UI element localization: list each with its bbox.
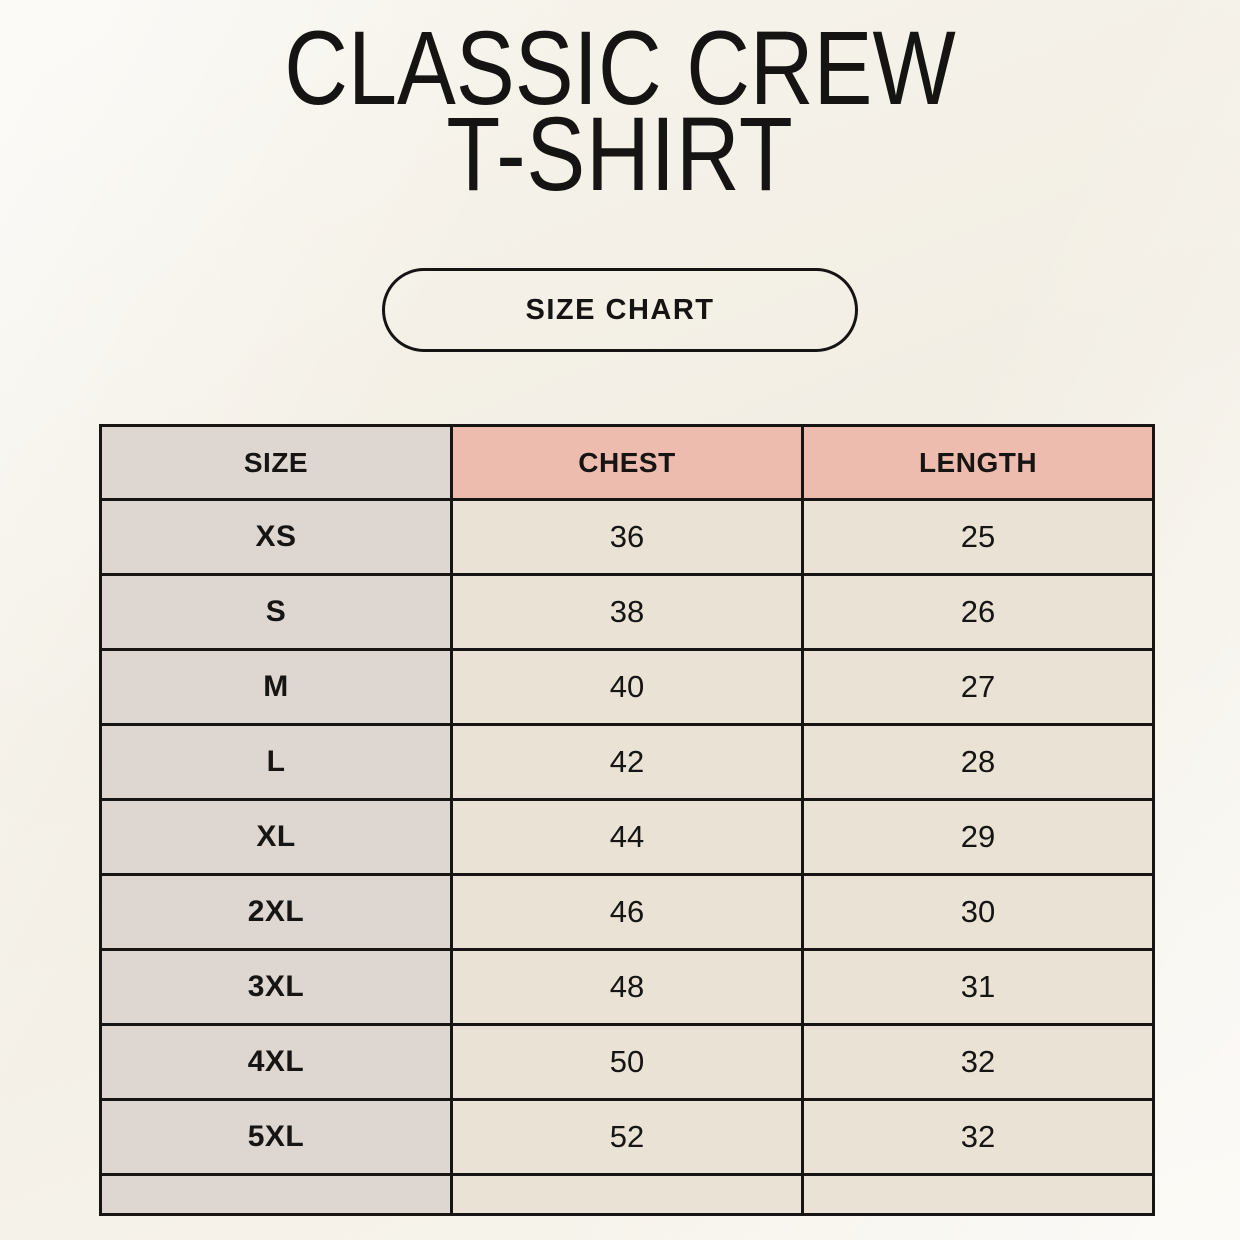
- chest-cell: 50: [450, 1023, 804, 1102]
- length-cell: 31: [801, 948, 1155, 1027]
- chest-cell: 42: [450, 723, 804, 802]
- length-cell: 27: [801, 648, 1155, 727]
- page-title: CLASSIC CREW T-SHIRT: [99, 10, 1141, 214]
- length-cell: 28: [801, 723, 1155, 802]
- size-cell: 4XL: [99, 1023, 453, 1102]
- size-cell: 3XL: [99, 948, 453, 1027]
- chest-cell: 46: [450, 873, 804, 952]
- table-row: L 42 28: [99, 723, 1155, 802]
- size-chart-button[interactable]: SIZE CHART: [382, 268, 858, 353]
- size-cell: [99, 1173, 453, 1217]
- chest-cell: 40: [450, 648, 804, 727]
- table-row: 2XL 46 30: [99, 873, 1155, 952]
- size-cell: XS: [99, 498, 453, 577]
- chest-cell: 48: [450, 948, 804, 1027]
- page-title-line1: CLASSIC CREW: [284, 10, 956, 127]
- table-header-row: SIZE CHEST LENGTH: [99, 424, 1155, 502]
- table-row: 5XL 52 32: [99, 1098, 1155, 1177]
- chest-cell: 52: [450, 1098, 804, 1177]
- size-chart-button-label: SIZE CHART: [525, 293, 715, 326]
- chest-cell: 44: [450, 798, 804, 877]
- table-row: XL 44 29: [99, 798, 1155, 877]
- size-cell: S: [99, 573, 453, 652]
- table-row: 3XL 48 31: [99, 948, 1155, 1027]
- length-cell: 32: [801, 1023, 1155, 1102]
- page-title-line2: T-SHIRT: [446, 96, 794, 214]
- chest-cell: 38: [450, 573, 804, 652]
- length-cell: 25: [801, 498, 1155, 577]
- length-cell: 29: [801, 798, 1155, 877]
- length-cell: 30: [801, 873, 1155, 952]
- chest-cell: [450, 1173, 804, 1217]
- length-cell: 32: [801, 1098, 1155, 1177]
- table-row: 4XL 50 32: [99, 1023, 1155, 1102]
- column-header-size: SIZE: [99, 424, 453, 502]
- chest-cell: 36: [450, 498, 804, 577]
- size-cell: XL: [99, 798, 453, 877]
- length-cell: 26: [801, 573, 1155, 652]
- size-cell: M: [99, 648, 453, 727]
- length-cell: [801, 1173, 1155, 1217]
- table-row: XS 36 25: [99, 498, 1155, 577]
- table-row: S 38 26: [99, 573, 1155, 652]
- column-header-length: LENGTH: [801, 424, 1155, 502]
- table-row-partial: [99, 1173, 1155, 1217]
- size-cell: L: [99, 723, 453, 802]
- column-header-chest: CHEST: [450, 424, 804, 502]
- table-row: M 40 27: [99, 648, 1155, 727]
- size-chart-table: SIZE CHEST LENGTH XS 36 25 S 38 26 M 40 …: [99, 424, 1155, 1217]
- size-cell: 2XL: [99, 873, 453, 952]
- size-cell: 5XL: [99, 1098, 453, 1177]
